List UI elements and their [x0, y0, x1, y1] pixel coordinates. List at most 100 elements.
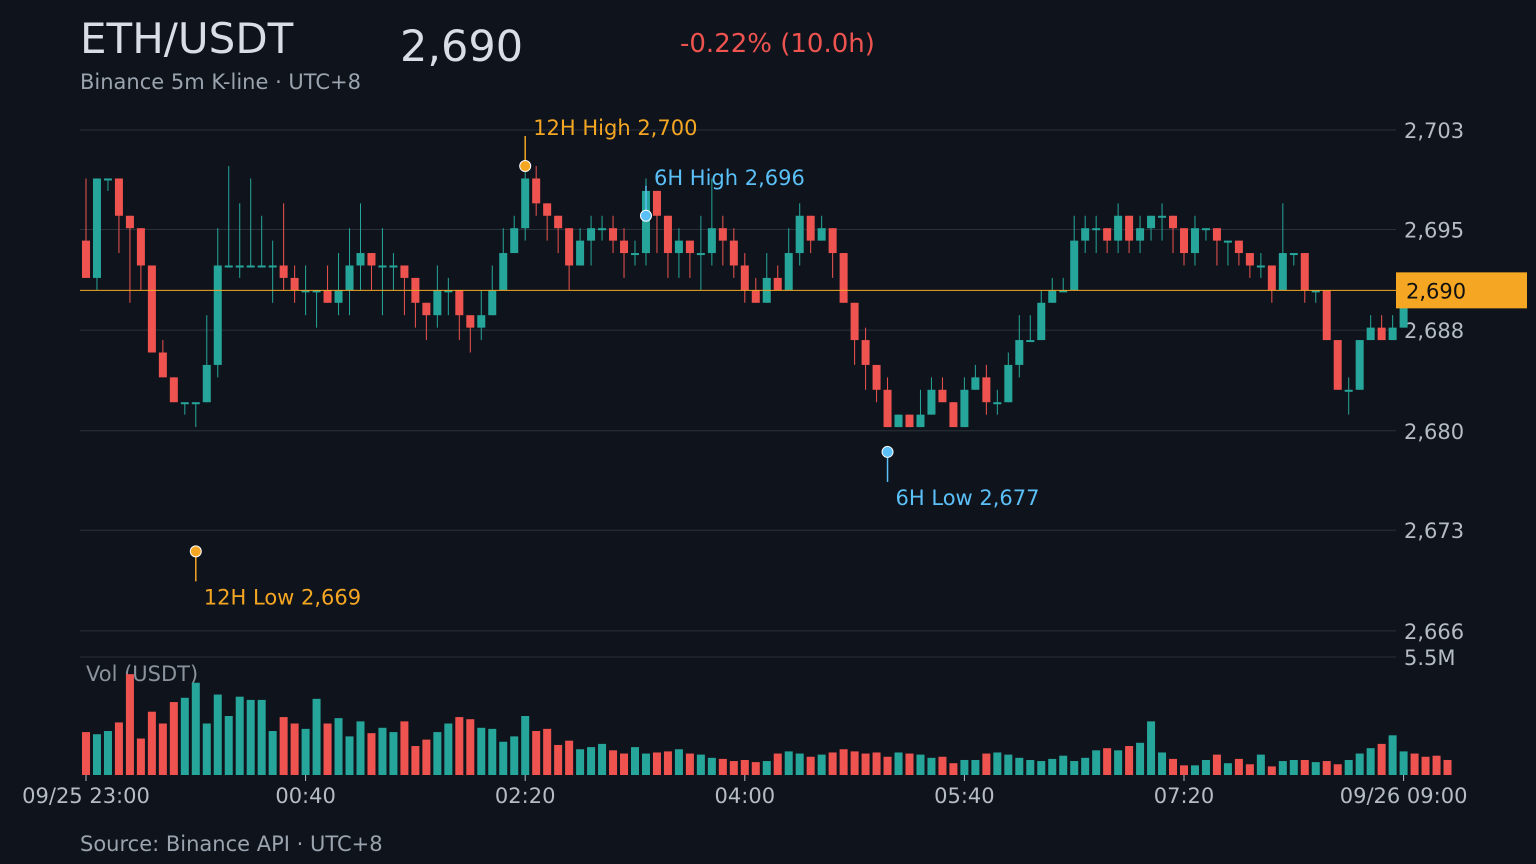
volume-bar [949, 763, 958, 775]
volume-bar [905, 753, 914, 775]
volume-bar [444, 723, 453, 775]
volume-bar [103, 731, 112, 775]
candle-body [367, 253, 376, 266]
volume-bar [158, 723, 167, 775]
volume-bar [620, 753, 629, 775]
volume-bar [740, 759, 749, 775]
volume-bar [1125, 746, 1134, 775]
candle-body [1322, 290, 1331, 341]
candle-body [477, 315, 486, 328]
volume-bar [433, 732, 442, 775]
volume-bar [1256, 754, 1265, 775]
candle-body [707, 228, 716, 254]
candle-body [587, 228, 596, 241]
volume-bar [938, 756, 947, 775]
candle-body [1026, 340, 1035, 343]
volume-bar [784, 751, 793, 775]
annotation-dot [189, 545, 202, 558]
volume-bar [202, 723, 211, 775]
candle-body [1245, 253, 1254, 266]
candle-body [641, 190, 650, 254]
volume-bar [883, 756, 892, 775]
volume-bar [1410, 753, 1419, 775]
candle-body [356, 253, 365, 266]
candle-body [433, 290, 442, 316]
candle-body [1147, 215, 1156, 229]
volume-bar [828, 752, 837, 775]
volume-bar [872, 752, 881, 775]
volume-bar [114, 722, 123, 775]
candle-body [1256, 265, 1265, 268]
volume-bar [1245, 764, 1254, 775]
volume-bar [1322, 761, 1331, 775]
volume-bar [378, 727, 387, 775]
candle-body [1114, 215, 1123, 241]
candle-body [652, 190, 661, 216]
candle-body [1344, 389, 1353, 392]
candle-body [773, 277, 782, 291]
volume-bar [861, 753, 870, 775]
candle-body [257, 265, 266, 268]
volume-bar [674, 749, 683, 775]
y-tick-label: 2,666 [1404, 620, 1464, 644]
candle-body [510, 228, 519, 254]
candle-body [1223, 240, 1232, 243]
candle-body [729, 240, 738, 266]
candle-body [488, 290, 497, 316]
volume-bar [510, 736, 519, 775]
y-tick-label: 2,688 [1404, 319, 1464, 343]
volume-bar [1103, 748, 1112, 775]
candle-body [872, 364, 881, 390]
grid-lines [80, 129, 1396, 658]
volume-axis-label: Vol (USDT) [86, 662, 198, 686]
volume-bar [422, 739, 431, 775]
volume-bar [663, 751, 672, 775]
candle-body [400, 265, 409, 278]
volume-bar [92, 734, 101, 775]
volume-bar [356, 721, 365, 775]
candle-body [916, 414, 925, 428]
y-tick-label: 2,680 [1404, 420, 1464, 444]
candle-body [576, 240, 585, 266]
candle-body [466, 315, 475, 328]
volume-bars [82, 674, 1452, 775]
candle-body [1201, 228, 1210, 231]
candle-body [1059, 290, 1068, 293]
candle-body [1278, 253, 1287, 291]
candle-body [213, 265, 222, 365]
candle-body [1092, 228, 1101, 231]
candle-body [1169, 215, 1178, 229]
volume-bar [806, 756, 815, 775]
candle-body [1289, 253, 1298, 256]
candle-body [246, 265, 255, 268]
candle-body [795, 215, 804, 254]
volume-bar [1366, 748, 1375, 775]
volume-bar [1355, 753, 1364, 775]
volume-bar [1180, 765, 1188, 775]
candle-body [784, 253, 793, 291]
candle-body [883, 389, 892, 428]
volume-bar [345, 736, 354, 775]
volume-bar [1278, 761, 1287, 775]
volume-bar [1432, 755, 1441, 775]
volume-bar [543, 728, 552, 775]
volume-bar [598, 743, 607, 775]
volume-bar [1421, 756, 1430, 775]
volume-bar [850, 751, 859, 775]
volume-bar [323, 723, 332, 775]
x-tick-label: 09/26 09:00 [1340, 784, 1468, 808]
candle-body [685, 240, 694, 254]
candle-body [422, 302, 431, 316]
candle-body [609, 228, 618, 241]
volume-bar [751, 762, 760, 775]
candle-body [620, 240, 629, 254]
volume-bar [1212, 754, 1221, 775]
volume-bar [641, 753, 650, 775]
volume-bar [455, 717, 464, 775]
volume-bar [927, 757, 936, 775]
volume-bar [477, 727, 486, 775]
volume-bar [180, 697, 189, 775]
volume-bar [169, 702, 178, 775]
